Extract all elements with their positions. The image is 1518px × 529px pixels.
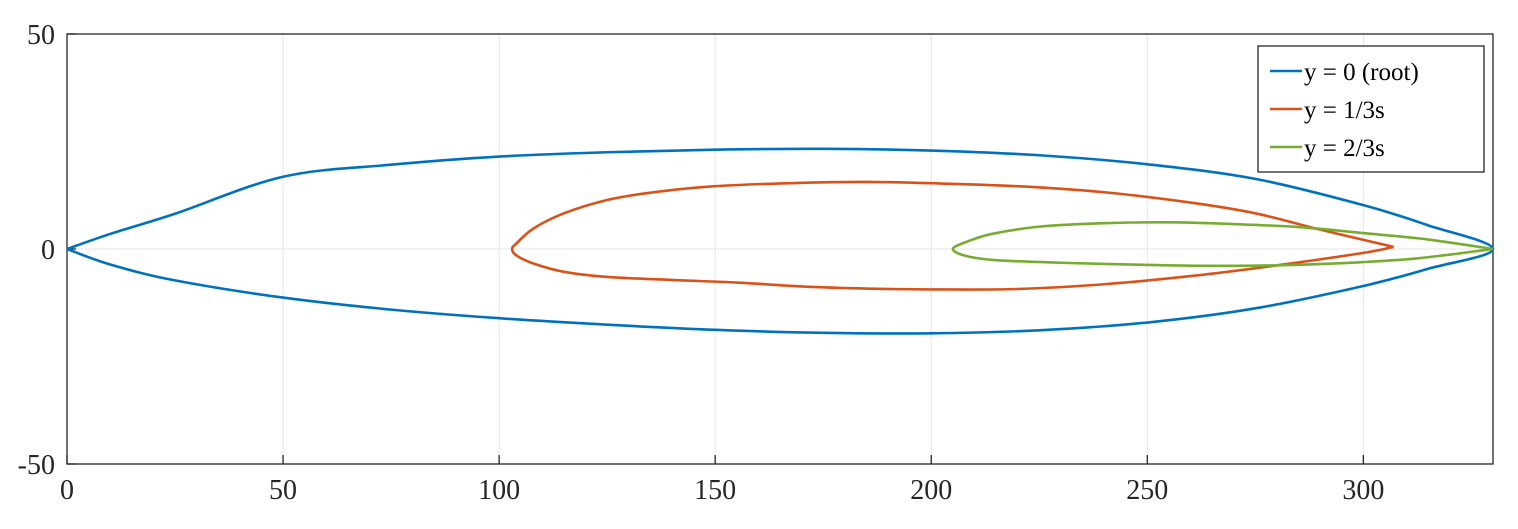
y-tick-label: -50 <box>18 450 55 481</box>
x-tick-label: 150 <box>694 475 736 506</box>
x-tick-label: 50 <box>269 475 297 506</box>
x-tick-label: 100 <box>478 475 520 506</box>
y-tick-label: 0 <box>41 235 55 266</box>
series <box>66 147 1495 335</box>
series-line-1 <box>66 147 1495 335</box>
series-line-3 <box>951 221 1494 268</box>
legend-label-2: y = 1/3s <box>1304 97 1385 124</box>
x-tick-label: 0 <box>60 475 74 506</box>
x-tick-label: 200 <box>910 475 952 506</box>
x-tick-label: 300 <box>1342 475 1384 506</box>
series-line-2 <box>510 180 1394 291</box>
legend-label-3: y = 2/3s <box>1304 135 1385 162</box>
x-tick-label: 250 <box>1126 475 1168 506</box>
legend-label-1: y = 0 (root) <box>1304 59 1419 86</box>
y-tick-label: 50 <box>27 20 55 51</box>
legend: y = 0 (root) y = 1/3s y = 2/3s <box>1257 45 1485 173</box>
